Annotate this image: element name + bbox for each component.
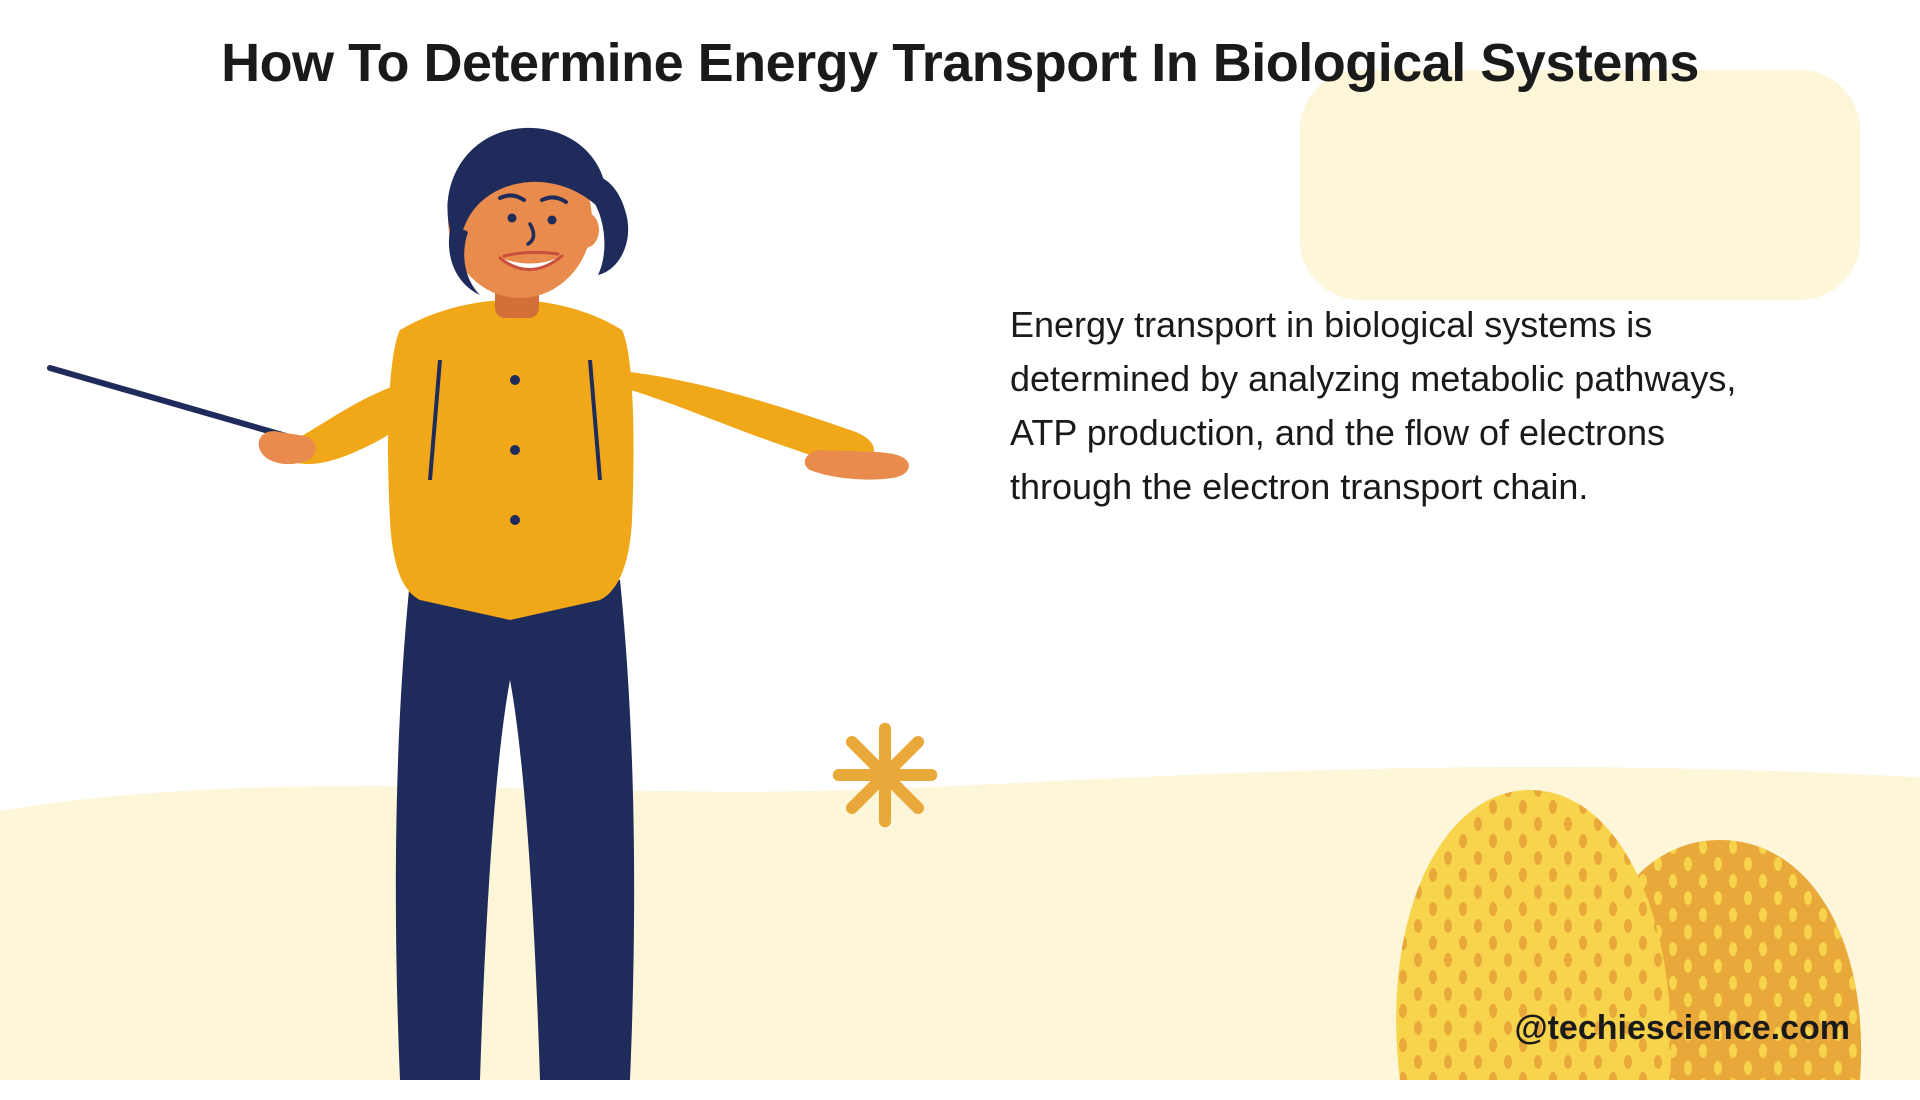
top-blob xyxy=(1300,70,1860,300)
credit-handle: @techiescience.com xyxy=(1514,1009,1850,1048)
teacher-illustration xyxy=(30,120,930,1100)
description-text: Energy transport in biological systems i… xyxy=(1010,298,1780,514)
page-title: How To Determine Energy Transport In Bio… xyxy=(0,32,1920,94)
